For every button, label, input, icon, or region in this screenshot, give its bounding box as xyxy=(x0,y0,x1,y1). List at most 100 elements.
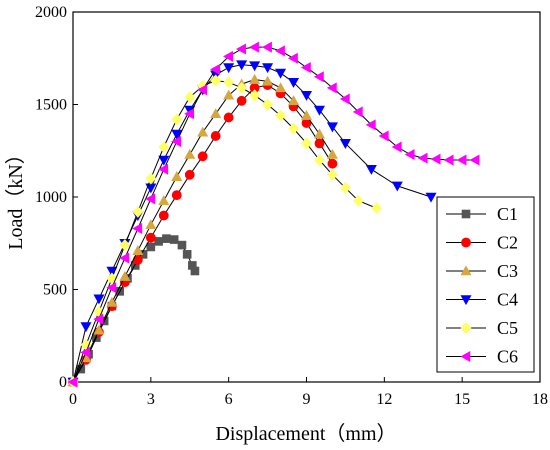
data-point xyxy=(300,61,311,74)
legend-label: C4 xyxy=(497,290,518,310)
data-point xyxy=(223,50,233,62)
data-point xyxy=(326,148,338,159)
legend-item: C5 xyxy=(446,318,518,338)
data-point xyxy=(145,232,156,243)
data-point xyxy=(80,322,92,333)
data-point xyxy=(417,152,428,164)
data-point xyxy=(190,266,200,276)
data-point xyxy=(236,60,248,71)
data-point xyxy=(154,237,163,246)
data-point xyxy=(236,43,246,55)
data-point xyxy=(80,346,91,358)
legend-box xyxy=(436,196,535,373)
data-point xyxy=(365,119,376,131)
series-c4 xyxy=(67,60,437,388)
data-point xyxy=(197,84,208,96)
legend-marker xyxy=(460,295,472,306)
legend-marker xyxy=(460,322,472,334)
data-point xyxy=(177,240,187,250)
data-point xyxy=(288,95,300,106)
data-point xyxy=(223,63,235,74)
data-point xyxy=(391,141,402,153)
data-point xyxy=(287,52,298,64)
data-point xyxy=(313,71,324,83)
x-tick-label: 15 xyxy=(454,391,470,408)
data-point xyxy=(327,168,338,181)
data-point xyxy=(274,45,285,57)
data-point xyxy=(162,234,171,243)
data-point xyxy=(223,112,234,123)
data-point xyxy=(404,148,415,160)
y-tick-label: 1000 xyxy=(35,189,67,206)
data-point xyxy=(300,109,313,120)
data-point xyxy=(248,41,259,53)
data-point xyxy=(67,376,78,388)
data-point xyxy=(469,154,480,166)
data-point xyxy=(145,193,156,205)
data-point xyxy=(314,154,325,166)
x-tick-label: 0 xyxy=(69,391,77,408)
data-point xyxy=(158,195,170,205)
legend-marker xyxy=(461,237,471,248)
legend-item: C1 xyxy=(446,204,518,224)
data-point xyxy=(391,181,403,192)
data-point xyxy=(275,68,287,79)
y-tick-label: 500 xyxy=(43,282,67,299)
data-point xyxy=(352,106,363,118)
data-point xyxy=(313,128,325,139)
legend-item: C4 xyxy=(446,290,518,310)
data-point xyxy=(106,296,118,307)
data-point xyxy=(314,138,325,149)
data-point xyxy=(275,109,286,122)
data-point xyxy=(365,164,377,175)
x-tick-label: 3 xyxy=(147,391,155,408)
data-point xyxy=(145,172,157,185)
data-point xyxy=(93,294,105,305)
legend-label: C5 xyxy=(497,318,518,338)
legend-item: C6 xyxy=(446,347,518,367)
data-point xyxy=(132,245,144,255)
series-c5 xyxy=(67,74,382,388)
x-tick-label: 18 xyxy=(532,391,548,408)
data-point xyxy=(119,239,131,252)
legend-item: C2 xyxy=(446,233,518,253)
data-point xyxy=(197,126,209,137)
data-point xyxy=(236,95,247,106)
data-point xyxy=(249,89,261,102)
data-point xyxy=(327,158,338,169)
data-point xyxy=(261,41,272,53)
axis-ticks: 0 3 6 9 12 15 18 0 500 1000 1500 2000 xyxy=(35,4,548,408)
legend-label: C6 xyxy=(497,347,518,367)
data-point xyxy=(430,153,441,165)
legend-item: C3 xyxy=(446,261,518,281)
x-tick-label: 6 xyxy=(225,391,233,408)
legend-label: C2 xyxy=(497,233,518,253)
data-point xyxy=(456,154,467,166)
x-tick-label: 12 xyxy=(376,391,392,408)
data-point xyxy=(262,63,274,74)
data-point xyxy=(93,324,105,335)
y-tick-label: 0 xyxy=(59,374,67,391)
data-point xyxy=(210,131,221,141)
data-point xyxy=(171,135,182,148)
legend-marker xyxy=(460,350,471,363)
data-point xyxy=(262,75,274,86)
data-point xyxy=(210,108,222,119)
data-point xyxy=(145,219,157,230)
data-point xyxy=(158,210,169,221)
data-point xyxy=(223,76,235,89)
series-c6 xyxy=(67,41,480,388)
data-point xyxy=(352,194,364,207)
legend-label: C1 xyxy=(497,204,518,224)
y-tick-label: 1500 xyxy=(35,97,67,114)
data-point xyxy=(184,148,196,159)
data-point xyxy=(132,205,144,218)
data-point xyxy=(119,252,130,264)
data-point xyxy=(340,181,351,194)
data-point xyxy=(249,61,261,72)
data-point xyxy=(339,93,350,105)
data-point xyxy=(288,122,299,135)
data-point xyxy=(443,154,454,166)
data-point xyxy=(146,242,156,252)
series-line xyxy=(72,46,476,383)
